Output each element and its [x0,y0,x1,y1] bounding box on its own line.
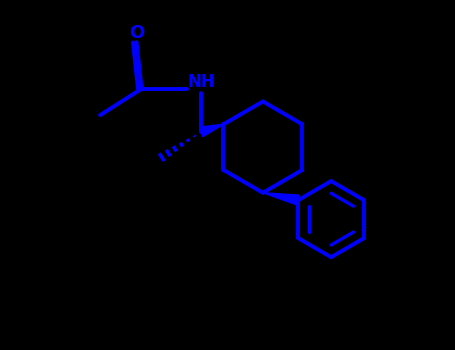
Polygon shape [200,124,223,137]
Text: O: O [129,24,144,42]
Text: NH: NH [187,73,215,91]
Polygon shape [263,193,299,205]
